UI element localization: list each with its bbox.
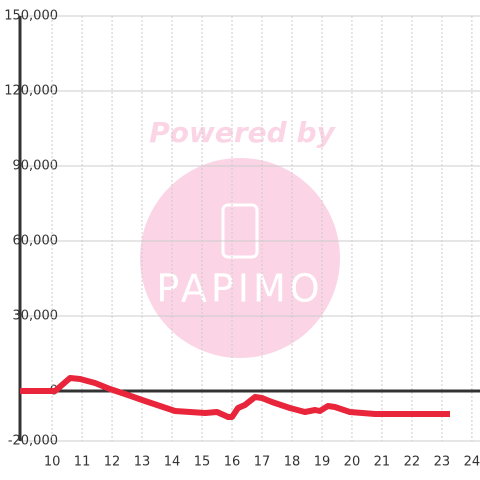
watermark-text: Powered by (149, 116, 336, 149)
x-tick-label: 22 (404, 455, 421, 470)
y-tick-label: 30,000 (13, 309, 59, 324)
watermark-icon (221, 203, 259, 259)
y-tick-label: 120,000 (4, 84, 58, 99)
y-tick-label: 60,000 (13, 234, 59, 249)
x-tick-label: 24 (464, 455, 480, 470)
x-tick-label: 15 (194, 455, 211, 470)
x-tick-label: 13 (134, 455, 151, 470)
y-tick-label: 90,000 (13, 159, 59, 174)
x-tick-label: 12 (104, 455, 121, 470)
x-tick-label: 16 (224, 455, 241, 470)
y-tick-label: -20,000 (8, 434, 58, 449)
x-tick-label: 11 (74, 455, 91, 470)
x-tick-label: 10 (44, 455, 61, 470)
x-tick-label: 21 (374, 455, 391, 470)
x-tick-label: 18 (284, 455, 301, 470)
watermark-logo: PAPIMO (156, 267, 323, 311)
data-line (20, 375, 451, 420)
x-tick-label: 20 (344, 455, 361, 470)
x-tick-label: 14 (164, 455, 181, 470)
y-tick-label: 150,000 (4, 9, 58, 24)
x-tick-label: 19 (314, 455, 331, 470)
x-tick-label: 17 (254, 455, 271, 470)
x-tick-label: 23 (434, 455, 451, 470)
